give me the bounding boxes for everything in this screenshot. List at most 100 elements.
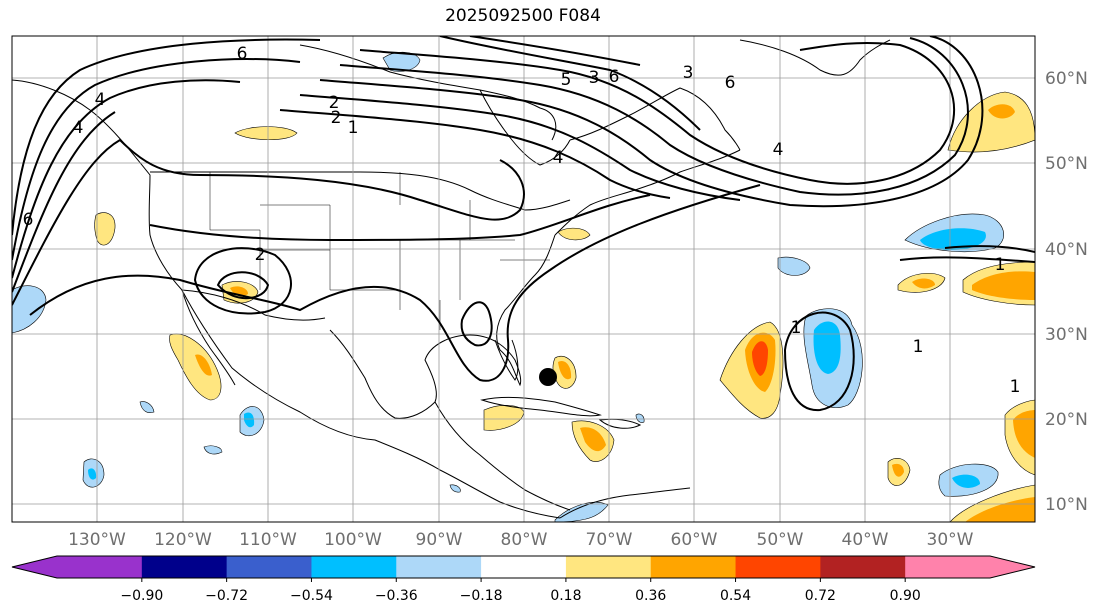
- lat-label: 50°N: [1045, 154, 1088, 174]
- us-mexico-border: [181, 289, 326, 321]
- contour-label: 6: [23, 210, 34, 230]
- map-title: 2025092500 F084: [445, 6, 601, 26]
- lon-label: 40°W: [842, 530, 889, 550]
- contour-line: [439, 36, 701, 131]
- contour-line: [12, 138, 525, 306]
- colorbar-segment: [396, 556, 482, 578]
- negative-anomaly-patch: [777, 256, 811, 276]
- greenland-south: [739, 39, 891, 76]
- us-canada-border: [149, 171, 571, 211]
- positive-anomaly-patch: [169, 333, 222, 401]
- contour-label: 4: [95, 90, 106, 110]
- contour-line: [279, 109, 671, 199]
- florida-peninsula: [494, 339, 519, 381]
- negative-anomaly-patch: [12, 285, 47, 334]
- south-america-north-coast: [559, 487, 691, 519]
- lon-label: 120°W: [154, 530, 212, 550]
- negative-anomaly-patch: [554, 501, 609, 522]
- gulf-of-mexico-coast: [329, 234, 556, 419]
- positive-anomaly-patch: [230, 286, 248, 296]
- colorbar-tick-label: 0.90: [890, 588, 921, 604]
- contour-label: 4: [73, 118, 84, 138]
- colorbar: [11, 555, 1036, 579]
- colorbar-segment: [905, 556, 991, 578]
- lat-label: 20°N: [1045, 410, 1088, 430]
- colorbar-segment: [311, 556, 397, 578]
- contour-line: [359, 41, 956, 185]
- lon-label: 70°W: [586, 530, 633, 550]
- colorbar-over-arrow: [990, 556, 1035, 578]
- contour-label: 2: [331, 108, 342, 128]
- contour-line: [149, 194, 651, 242]
- contour-label: 1: [913, 337, 924, 357]
- positive-anomaly-patch: [195, 354, 212, 376]
- colorbar-segment: [735, 556, 821, 578]
- colorbar-under-arrow: [12, 556, 57, 578]
- shaded-anomaly-fields: [12, 51, 1035, 522]
- contour-line: [339, 37, 969, 196]
- hudson-bay: [479, 89, 571, 166]
- colorbar-segment: [141, 556, 228, 578]
- contour-label: 3: [589, 68, 600, 88]
- negative-anomaly-patch: [88, 468, 97, 480]
- colorbar-segment: [650, 556, 737, 578]
- storm-center-marker: [539, 368, 557, 386]
- map-frame: [11, 35, 1036, 523]
- contour-label: 5: [561, 70, 572, 90]
- colorbar-tick-label: −0.54: [290, 588, 333, 604]
- contour-label: 2: [329, 93, 340, 113]
- latitude-labels: 60°N 50°N 40°N 30°N 20°N 10°N: [1045, 69, 1088, 515]
- contour-line: [12, 111, 116, 293]
- colorbar-tick-label: −0.90: [120, 588, 163, 604]
- negative-anomaly-patch: [952, 474, 980, 488]
- positive-anomaly-patch: [1013, 410, 1035, 458]
- colorbar-tick-label: 0.72: [805, 588, 836, 604]
- contour-line: [460, 301, 493, 347]
- colorbar-ticks: −0.90 −0.72 −0.54 −0.36 −0.18 0.18 0.36 0.54 0.7…: [120, 578, 921, 604]
- lon-label: 80°W: [501, 530, 548, 550]
- lon-label: 50°W: [757, 530, 804, 550]
- colorbar-tick-label: 0.36: [635, 588, 666, 604]
- contour-line: [216, 271, 270, 300]
- baja-california: [181, 289, 236, 386]
- lon-label: 90°W: [416, 530, 463, 550]
- negative-anomaly-patch: [920, 228, 986, 250]
- contour-label: 1: [348, 118, 359, 138]
- negative-anomaly-patch: [203, 445, 223, 455]
- central-america: [434, 401, 571, 511]
- contour-label: 6: [609, 67, 620, 87]
- positive-anomaly-patch: [912, 278, 935, 289]
- colorbar-tick-label: −0.36: [375, 588, 418, 604]
- contour-line: [193, 247, 292, 315]
- contour-lines: [12, 36, 1035, 412]
- contour-line: [29, 184, 761, 382]
- positive-anomaly-patch: [558, 360, 572, 380]
- lon-label: 100°W: [324, 530, 382, 550]
- negative-anomaly-patch: [449, 484, 461, 493]
- colorbar-segment: [226, 556, 312, 578]
- contour-line: [319, 36, 984, 208]
- contour-line: [783, 311, 855, 412]
- positive-anomaly-patch: [752, 341, 768, 376]
- map-background: [12, 36, 1035, 522]
- contour-line: [12, 79, 241, 279]
- colorbar-segment: [481, 556, 567, 578]
- contour-label: 6: [237, 44, 248, 64]
- contour-label: 2: [255, 245, 266, 265]
- contour-label: 4: [553, 148, 564, 168]
- colorbar-segment: [57, 556, 143, 578]
- contour-line: [899, 256, 1035, 263]
- colorbar-tick-label: −0.18: [460, 588, 503, 604]
- contour-label: 6: [725, 73, 736, 93]
- contour-label: 1: [1010, 377, 1021, 397]
- negative-anomaly-patch: [244, 412, 255, 428]
- contour-line: [12, 58, 301, 261]
- colorbar-tick-label: 0.54: [720, 588, 751, 604]
- lat-label: 40°N: [1045, 240, 1088, 260]
- contour-line: [299, 94, 741, 201]
- graticule: [12, 36, 1035, 522]
- contour-label: 1: [791, 318, 802, 338]
- colorbar-segment: [820, 556, 906, 578]
- lat-label: 30°N: [1045, 325, 1088, 345]
